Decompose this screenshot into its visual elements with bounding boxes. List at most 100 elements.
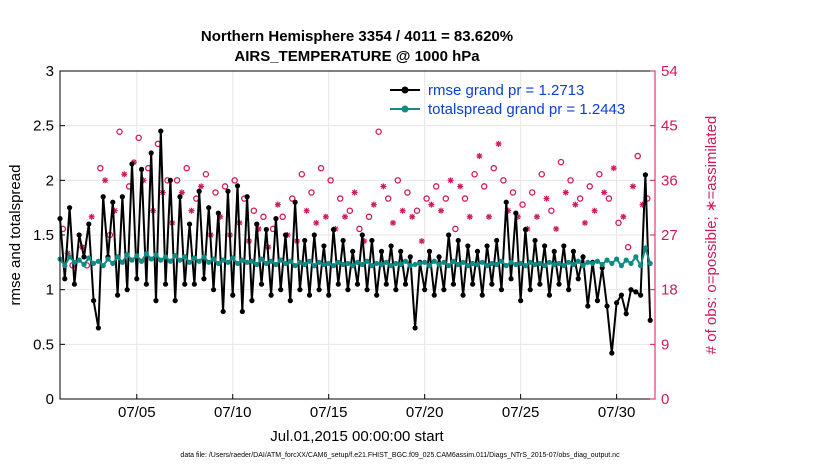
obs-assimilated-marker: [581, 219, 588, 226]
rmse-point: [191, 281, 197, 287]
spread-point: [345, 260, 351, 267]
spread-point: [522, 263, 529, 269]
spread-point: [177, 257, 183, 263]
obs-star-stroke: [102, 177, 108, 183]
rmse-point: [201, 276, 207, 282]
obs-assimilated-marker: [274, 201, 281, 208]
rmse-point: [527, 287, 533, 293]
rmse-point: [172, 298, 178, 304]
rmse-point: [330, 226, 337, 233]
obs-star-stroke: [304, 208, 310, 214]
rmse-point: [460, 292, 466, 298]
obs-assimilated-marker: [447, 177, 454, 184]
rmse-point: [532, 237, 538, 244]
rmse-point: [230, 292, 236, 298]
rmse-point: [138, 166, 145, 172]
spread-point: [364, 258, 370, 264]
spread-point: [287, 258, 293, 264]
rmse-point: [76, 232, 82, 238]
rmse-point: [302, 237, 308, 244]
rmse-point: [350, 248, 356, 254]
rmse-point: [220, 308, 226, 315]
spread-point: [556, 260, 562, 267]
rmse-point: [412, 325, 418, 331]
obs-star-stroke: [188, 208, 195, 214]
spread-point: [383, 259, 389, 265]
x-axis-ticks: 07/05 07/10 07/15 07/20 07/25 07/30: [118, 394, 635, 421]
spread-point: [239, 257, 245, 263]
obs-possible-marker: [624, 243, 632, 251]
spread-point: [186, 259, 193, 265]
rmse-point: [551, 248, 557, 254]
obs-assimilated-marker: [399, 207, 406, 214]
spread-point: [278, 257, 284, 263]
spread-point: [105, 256, 111, 262]
obs-assimilated-marker: [121, 171, 128, 178]
obs-possible-marker: [346, 207, 354, 214]
rmse-point: [378, 248, 385, 254]
spread-point: [95, 258, 101, 264]
rmse-point: [278, 287, 284, 293]
rmse-point: [148, 150, 154, 156]
rmse-point: [114, 292, 121, 298]
rmse-point: [479, 292, 485, 298]
spread-point: [182, 254, 188, 260]
rmse-point: [62, 276, 68, 282]
obs-star-stroke: [572, 202, 578, 208]
obs-possible-marker: [634, 152, 641, 160]
spread-point: [570, 261, 577, 268]
rmse-point: [618, 292, 625, 298]
rmse-point: [90, 298, 97, 304]
rmse-point: [345, 287, 351, 293]
right-tick-label: 0: [661, 391, 669, 408]
spread-point: [551, 261, 557, 268]
x-tick-label: 07/30: [598, 404, 636, 421]
obs-possible-marker: [308, 189, 315, 196]
rmse-point: [647, 317, 653, 323]
obs-assimilated-marker: [178, 189, 185, 196]
obs-assimilated-marker: [88, 213, 95, 220]
obs-assimilated-marker: [437, 207, 444, 214]
spread-point: [258, 256, 265, 262]
obs-star-stroke: [323, 214, 329, 220]
spread-point: [321, 261, 327, 268]
obs-star-stroke: [121, 171, 127, 177]
rmse-point: [422, 287, 428, 293]
obs-star-stroke: [563, 189, 569, 196]
spread-point: [210, 256, 217, 262]
obs-assimilated-marker: [610, 165, 617, 172]
obs-star-stroke: [601, 189, 607, 196]
spread-point: [498, 258, 505, 264]
right-tick-label: 36: [661, 172, 678, 189]
spread-point: [81, 261, 87, 268]
rmse-point: [326, 292, 332, 298]
rmse-point: [86, 221, 92, 227]
rmse-point: [225, 188, 231, 194]
rmse-point: [153, 298, 159, 304]
rmse-point: [398, 248, 404, 254]
spread-point: [292, 263, 298, 269]
rmse-point: [66, 205, 73, 211]
spread-point: [402, 258, 409, 264]
rmse-point: [124, 287, 130, 293]
obs-assimilated-marker: [188, 207, 195, 214]
obs-star-stroke: [313, 220, 319, 226]
right-tick-label: 54: [661, 63, 678, 80]
obs-assimilated-marker: [380, 183, 387, 190]
rmse-point: [321, 243, 327, 249]
series-lines: [57, 128, 653, 356]
obs-possible-marker: [509, 189, 517, 196]
x-axis-label: Jul.01,2015 00:00:00 start: [270, 428, 444, 445]
chart-title-line2: AIRS_TEMPERATURE @ 1000 hPa: [234, 48, 480, 65]
rmse-point: [143, 281, 149, 287]
spread-point: [647, 260, 653, 267]
rmse-point: [196, 188, 202, 194]
rmse-point: [594, 298, 601, 304]
obs-possible-marker: [567, 177, 574, 184]
rmse-point: [614, 300, 620, 306]
rmse-point: [546, 292, 553, 298]
obs-possible-marker: [423, 195, 430, 202]
rmse-point: [306, 292, 313, 298]
spread-point: [354, 259, 361, 265]
spread-point: [503, 263, 509, 269]
